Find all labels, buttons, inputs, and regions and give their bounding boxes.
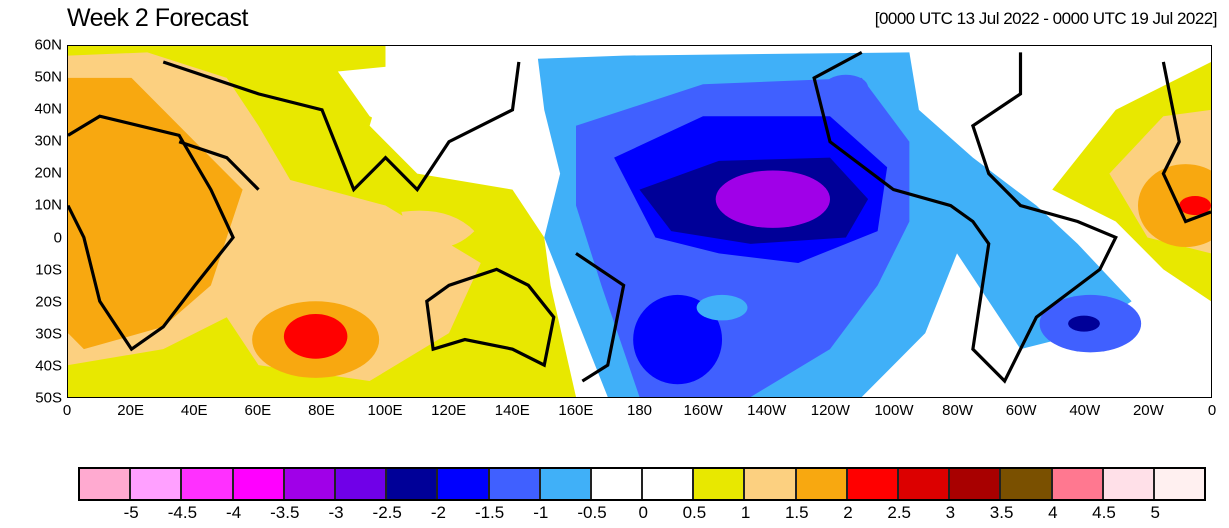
colorbar-label: 4.5 — [1092, 503, 1116, 522]
colorbar-label: 3.5 — [989, 503, 1014, 522]
forecast-map — [66, 45, 1229, 398]
colorbar-swatch — [540, 469, 592, 499]
colorbar-label: 1.5 — [784, 503, 809, 522]
colorbar-swatch — [233, 469, 285, 499]
lon-label: 80W — [942, 402, 973, 419]
coastlines — [66, 50, 1212, 384]
colorbar-label: 2.5 — [887, 503, 912, 522]
chart-title: Week 2 Forecast — [67, 4, 249, 32]
colorbar-swatch — [745, 469, 797, 499]
lat-label: 20N — [34, 164, 62, 182]
colorbar-swatch — [182, 469, 234, 499]
contour-lightorange-indo — [401, 210, 475, 249]
contour-navy-brazil — [1068, 315, 1100, 332]
lat-label: 40S — [35, 357, 62, 375]
colorbar-swatch — [284, 469, 336, 499]
colorbar-swatch — [899, 469, 951, 499]
colorbar-swatch — [131, 469, 183, 499]
colorbar-swatch — [643, 469, 695, 499]
lat-label: 10N — [34, 196, 62, 214]
lat-label: 30N — [34, 132, 62, 150]
lon-label: 120E — [431, 402, 467, 419]
colorbar-swatch — [1154, 469, 1205, 499]
colorbar-label: 4 — [1048, 503, 1058, 522]
colorbar-swatch — [1103, 469, 1155, 499]
lat-label: 50N — [34, 68, 62, 86]
lat-label: 30S — [35, 325, 62, 343]
colorbar-label: 5 — [1150, 503, 1160, 522]
contour-lightblue-patch — [696, 294, 748, 321]
colorbar-label: -4 — [226, 503, 242, 522]
colorbar-label: -3 — [328, 503, 344, 522]
contour-red-atlantic — [1179, 195, 1211, 216]
colorbar-swatch — [796, 469, 848, 499]
colorbar-label: 3 — [945, 503, 956, 522]
colorbar-label: 2 — [843, 503, 853, 522]
colorbar-swatch — [1001, 469, 1053, 499]
lon-label: 100W — [874, 402, 914, 419]
lon-label: 20E — [117, 402, 144, 419]
lon-label: 120W — [810, 402, 850, 419]
lon-label: 140E — [494, 402, 530, 419]
colorbar-label: 0.5 — [682, 503, 707, 522]
lat-label: 50S — [35, 389, 62, 407]
lat-label: 10S — [35, 261, 62, 279]
lon-label: 140W — [747, 402, 787, 419]
colorbar-swatch — [694, 469, 746, 499]
colorbar-swatch — [591, 469, 644, 499]
colorbar-label: -1 — [533, 503, 549, 522]
colorbar-label: -2.5 — [372, 503, 402, 522]
date-range: [0000 UTC 13 Jul 2022 - 0000 UTC 19 Jul … — [874, 9, 1218, 28]
lat-label: 0 — [53, 229, 62, 247]
contour-blue-south — [633, 294, 723, 385]
lon-label: 40E — [180, 402, 208, 419]
colorbar-swatch — [489, 469, 541, 499]
lon-label: 100E — [367, 402, 403, 419]
lon-label: 40W — [1069, 402, 1101, 419]
lon-label: 160E — [558, 402, 594, 419]
colorbar — [78, 467, 1207, 501]
colorbar-label: 0 — [638, 503, 648, 522]
colorbar-label: -3.5 — [270, 503, 300, 522]
colorbar-swatch — [438, 469, 490, 499]
colorbar-label: -2 — [430, 503, 446, 522]
lon-label: 60W — [1005, 402, 1037, 419]
lat-label: 60N — [34, 36, 62, 54]
colorbar-label: -5 — [123, 503, 139, 522]
colorbar-swatch — [1052, 469, 1104, 499]
lon-label: 180 — [626, 402, 653, 419]
contour-purple-pacific — [715, 170, 830, 228]
colorbar-swatch — [335, 469, 388, 499]
contour-red-indian — [283, 314, 348, 359]
colorbar-swatch — [847, 469, 899, 499]
lon-label: 0 — [1207, 402, 1217, 419]
anomaly-contours — [66, 46, 1229, 398]
lat-label: 40N — [34, 100, 62, 118]
colorbar-swatch — [950, 469, 1002, 499]
colorbar-label: -4.5 — [167, 503, 198, 522]
lon-label: 160W — [683, 402, 723, 419]
lon-label: 80E — [308, 402, 335, 419]
colorbar-label: -1.5 — [474, 503, 505, 522]
lat-label: 20S — [35, 293, 62, 311]
lon-label: 20W — [1132, 402, 1164, 419]
lon-label: 0 — [62, 402, 72, 419]
colorbar-swatch — [387, 469, 439, 499]
lon-label: 60E — [244, 402, 272, 419]
colorbar-swatch — [80, 469, 132, 499]
colorbar-label: -0.5 — [577, 503, 607, 522]
contour-blue2-nepac — [823, 74, 869, 101]
colorbar-label: 1 — [740, 503, 751, 522]
